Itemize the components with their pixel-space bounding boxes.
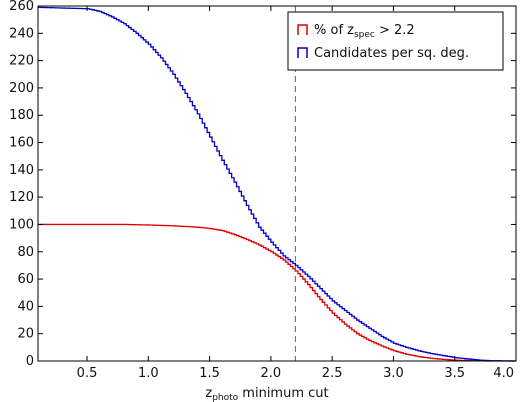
y-tick-label: 140 [9, 163, 34, 178]
y-tick-label: 20 [17, 327, 34, 342]
legend-label-percent: % of zspec > 2.2 [314, 23, 415, 40]
y-tick-label: 60 [17, 272, 34, 287]
x-tick-label: 2.0 [261, 366, 282, 381]
y-tick-label: 100 [9, 217, 34, 232]
x-tick-label: 2.5 [322, 366, 343, 381]
legend-swatch-candidates [297, 47, 308, 58]
x-axis-label: zphoto minimum cut [205, 386, 328, 402]
x-tick-label: 1.5 [199, 366, 220, 381]
y-tick-label: 180 [9, 108, 34, 123]
series-layer [38, 6, 517, 362]
y-tick-label: 40 [17, 299, 34, 314]
legend-swatch-percent [297, 24, 308, 35]
legend-percent-main: % of z [314, 23, 354, 38]
legend: % of zspec > 2.2 Candidates per sq. deg. [287, 11, 504, 71]
y-tick-label: 120 [9, 190, 34, 205]
series-line-percent [38, 223, 516, 362]
legend-percent-sub: spec [354, 30, 375, 40]
y-tick-label: 0 [26, 354, 34, 369]
x-axis-label-main: z [205, 386, 212, 401]
x-axis-label-sub: photo [212, 393, 238, 402]
y-tick-label: 240 [9, 26, 34, 41]
y-tick-label: 220 [9, 54, 34, 69]
x-tick-label: 3.5 [444, 366, 465, 381]
y-tick-label: 200 [9, 81, 34, 96]
x-tick-label: 4.0 [493, 366, 514, 381]
ticks-layer: 0 20 40 60 80 100 120 140 160 180 200 220 240 260 0.5 1… [9, 0, 517, 381]
legend-box [287, 11, 504, 71]
plot-frame [37, 5, 517, 362]
x-tick-label: 0.5 [77, 366, 98, 381]
legend-percent-rest: > 2.2 [375, 23, 415, 38]
legend-label-candidates: Candidates per sq. deg. [314, 46, 469, 61]
y-tick-label: 260 [9, 0, 34, 14]
y-tick-label: 160 [9, 136, 34, 151]
x-tick-label: 1.0 [138, 366, 159, 381]
x-tick-label: 3.0 [383, 366, 404, 381]
x-axis-label-rest: minimum cut [238, 386, 328, 401]
y-tick-label: 80 [17, 245, 34, 260]
series-line-candidates [38, 6, 517, 362]
